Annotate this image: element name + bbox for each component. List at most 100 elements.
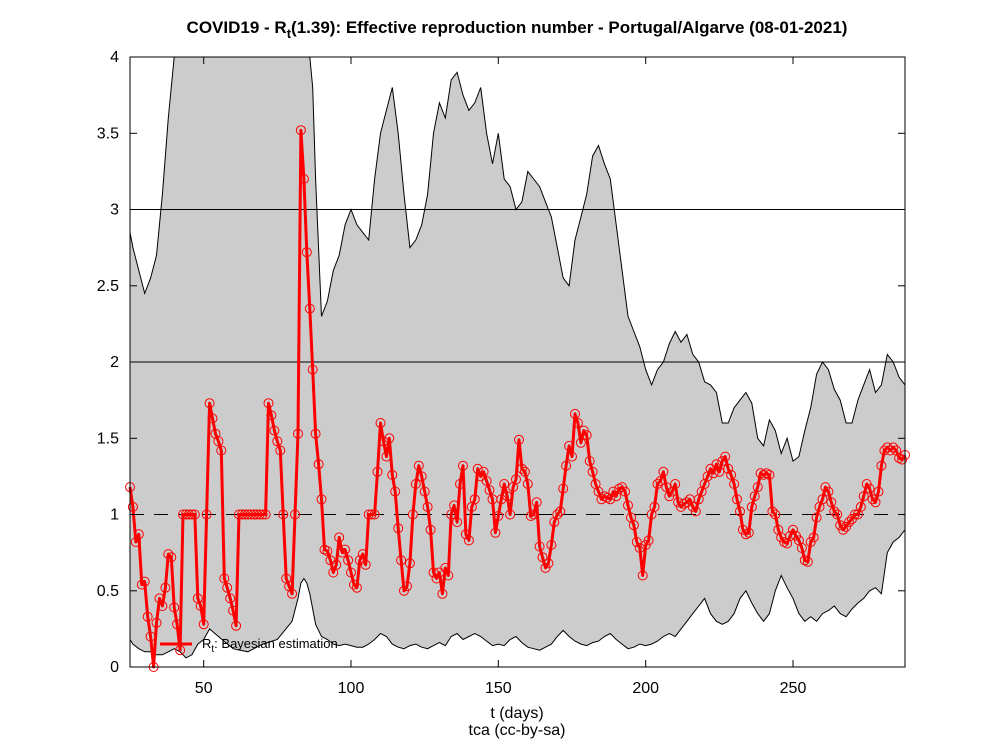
data-point bbox=[455, 479, 465, 489]
data-point bbox=[269, 425, 280, 436]
data-point bbox=[298, 174, 309, 184]
data-point bbox=[201, 509, 212, 520]
data-point bbox=[481, 476, 492, 486]
data-point bbox=[272, 436, 283, 447]
data-point bbox=[213, 436, 224, 447]
data-point bbox=[740, 529, 751, 540]
data-point bbox=[366, 509, 377, 520]
data-point bbox=[428, 567, 439, 578]
data-point bbox=[838, 524, 849, 535]
data-point bbox=[567, 451, 577, 462]
data-point bbox=[743, 527, 754, 538]
data-point bbox=[758, 469, 769, 480]
data-point bbox=[351, 582, 362, 593]
data-point bbox=[322, 546, 333, 557]
data-point bbox=[490, 527, 501, 538]
data-point bbox=[452, 517, 463, 528]
data-point bbox=[390, 486, 401, 497]
data-point bbox=[723, 463, 734, 474]
data-point bbox=[587, 466, 598, 477]
data-point bbox=[499, 479, 510, 489]
data-point bbox=[770, 509, 781, 520]
data-point bbox=[882, 442, 893, 453]
data-point bbox=[628, 520, 639, 531]
data-point bbox=[402, 581, 412, 592]
data-point bbox=[749, 491, 760, 502]
data-point bbox=[287, 588, 298, 599]
data-point bbox=[349, 579, 359, 590]
data-point bbox=[231, 620, 242, 631]
data-point bbox=[404, 558, 415, 569]
data-point bbox=[307, 364, 318, 375]
data-point bbox=[493, 511, 504, 521]
data-point bbox=[885, 445, 896, 456]
data-point bbox=[858, 491, 869, 502]
data-point bbox=[511, 474, 521, 485]
data-point bbox=[360, 559, 371, 570]
data-point bbox=[888, 442, 899, 453]
data-point bbox=[631, 537, 642, 547]
data-point bbox=[581, 430, 592, 441]
data-point bbox=[649, 501, 660, 512]
data-point bbox=[519, 466, 530, 477]
data-point bbox=[163, 549, 174, 560]
data-point bbox=[216, 445, 227, 456]
y-tick-label: 2 bbox=[110, 354, 119, 371]
data-point bbox=[817, 494, 828, 505]
data-point bbox=[620, 486, 631, 497]
data-point bbox=[855, 501, 866, 512]
data-point bbox=[849, 509, 860, 520]
data-point bbox=[505, 509, 516, 520]
data-point bbox=[714, 466, 725, 477]
data-point bbox=[422, 501, 433, 512]
data-point bbox=[139, 576, 150, 587]
data-point bbox=[516, 463, 527, 474]
x-tick-label: 250 bbox=[780, 680, 807, 697]
axes: 0 0.5 1 1.5 2 2.5 3 3.5 4 50 100 150 200 250 bbox=[97, 49, 906, 697]
data-point bbox=[829, 506, 840, 517]
y-tick-label: 2.5 bbox=[97, 278, 119, 295]
data-point bbox=[746, 501, 757, 512]
data-point bbox=[419, 486, 430, 497]
data-point bbox=[570, 408, 580, 419]
data-point bbox=[437, 588, 448, 599]
series-line bbox=[128, 128, 907, 669]
data-point bbox=[293, 428, 303, 439]
data-point bbox=[832, 509, 843, 520]
data-point bbox=[384, 433, 395, 444]
y-tick-label: 3.5 bbox=[97, 125, 119, 142]
data-point bbox=[496, 494, 507, 505]
data-point bbox=[785, 530, 796, 541]
data-point bbox=[133, 529, 144, 540]
data-point bbox=[375, 418, 386, 428]
data-point bbox=[393, 523, 404, 534]
data-point bbox=[228, 605, 239, 616]
data-point bbox=[788, 524, 798, 535]
data-point bbox=[407, 509, 418, 520]
data-point bbox=[225, 593, 236, 604]
data-point bbox=[643, 535, 654, 546]
data-point bbox=[463, 535, 474, 546]
data-point bbox=[537, 552, 548, 563]
data-point bbox=[614, 483, 625, 494]
data-point bbox=[172, 619, 183, 630]
data-point bbox=[558, 483, 569, 494]
data-point bbox=[222, 582, 233, 593]
data-point bbox=[413, 460, 424, 471]
chart-title-subscript: t bbox=[287, 26, 292, 41]
band-lower-edge bbox=[129, 529, 906, 659]
data-point bbox=[469, 494, 480, 505]
data-point bbox=[779, 537, 790, 547]
data-point bbox=[522, 479, 533, 489]
data-point bbox=[752, 482, 763, 493]
data-point bbox=[416, 471, 427, 482]
data-point bbox=[127, 501, 138, 512]
data-point bbox=[278, 509, 289, 520]
x-axis-label: t (days) bbox=[490, 705, 543, 722]
data-point bbox=[564, 440, 575, 451]
credible-interval-band bbox=[129, 56, 906, 659]
data-point bbox=[555, 506, 566, 517]
x-tick-label: 200 bbox=[632, 680, 659, 697]
data-point bbox=[357, 549, 368, 560]
